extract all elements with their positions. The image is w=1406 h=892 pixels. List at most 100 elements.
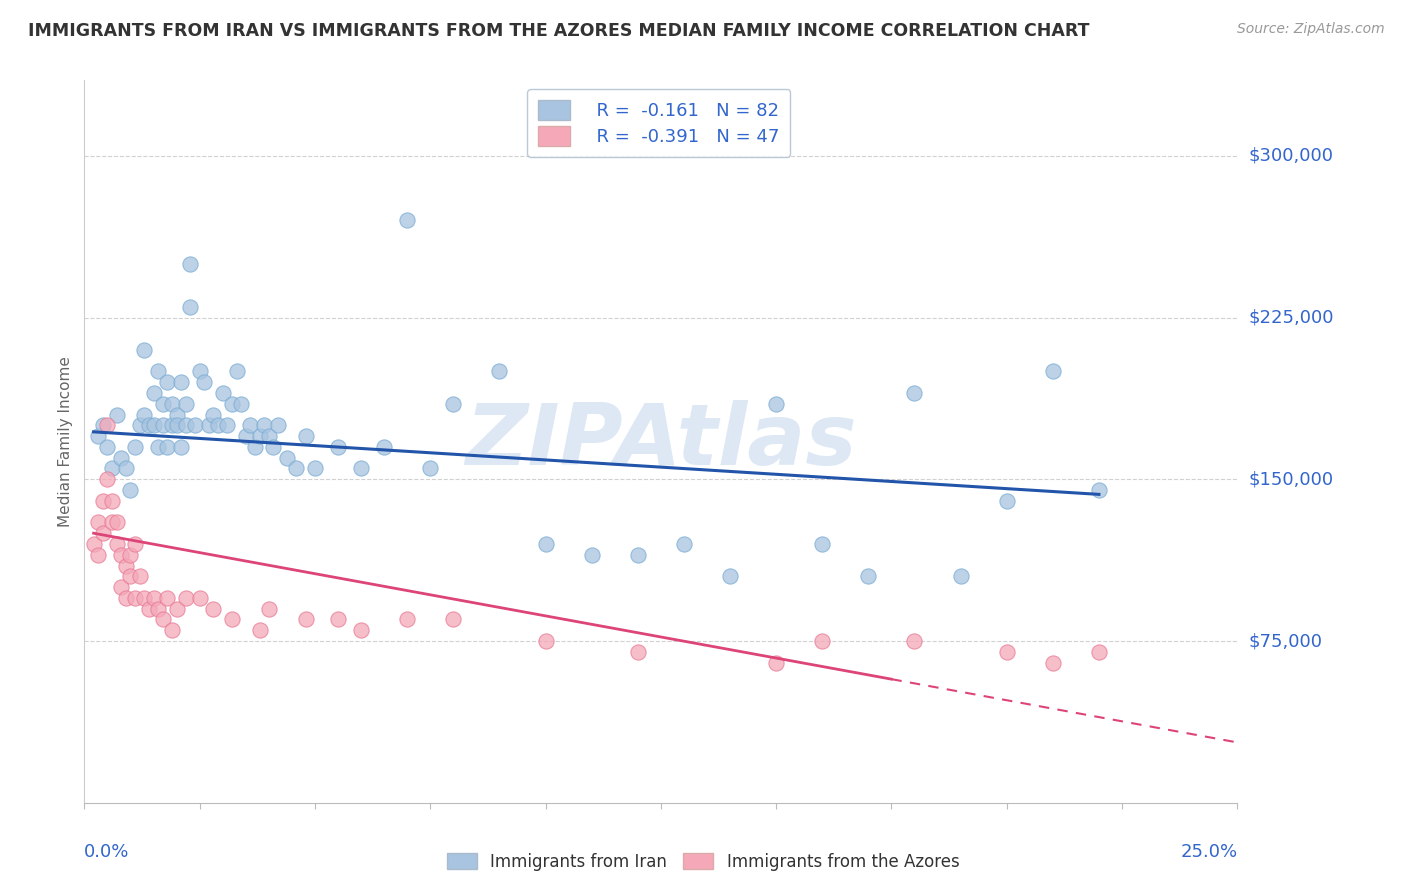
Point <box>138 601 160 615</box>
Point <box>249 429 271 443</box>
Point <box>285 461 308 475</box>
Point <box>83 537 105 551</box>
Point <box>124 591 146 605</box>
Point <box>949 569 972 583</box>
Point <box>179 257 201 271</box>
Point <box>326 612 349 626</box>
Point <box>110 548 132 562</box>
Point <box>166 601 188 615</box>
Point <box>221 612 243 626</box>
Point <box>184 418 207 433</box>
Point <box>1042 364 1064 378</box>
Point <box>211 386 233 401</box>
Point <box>146 364 169 378</box>
Point <box>294 612 316 626</box>
Point <box>581 548 603 562</box>
Text: 25.0%: 25.0% <box>1180 843 1237 861</box>
Point <box>124 537 146 551</box>
Point <box>202 408 225 422</box>
Point <box>174 591 197 605</box>
Point <box>91 526 114 541</box>
Point <box>87 429 110 443</box>
Y-axis label: Median Family Income: Median Family Income <box>58 356 73 527</box>
Point <box>373 440 395 454</box>
Point <box>858 569 880 583</box>
Point <box>134 408 156 422</box>
Point <box>160 418 183 433</box>
Point <box>134 591 156 605</box>
Point <box>235 429 257 443</box>
Point <box>146 601 169 615</box>
Point <box>1088 483 1111 497</box>
Point <box>811 634 834 648</box>
Point <box>441 397 464 411</box>
Point <box>142 418 165 433</box>
Point <box>91 493 114 508</box>
Point <box>262 440 284 454</box>
Point <box>160 397 183 411</box>
Legend:   R =  -0.161   N = 82,   R =  -0.391   N = 47: R = -0.161 N = 82, R = -0.391 N = 47 <box>527 89 790 157</box>
Point <box>110 450 132 465</box>
Point <box>142 591 165 605</box>
Point <box>672 537 695 551</box>
Point <box>124 440 146 454</box>
Point <box>396 612 419 626</box>
Point <box>207 418 229 433</box>
Point <box>257 429 280 443</box>
Point <box>765 656 787 670</box>
Point <box>105 537 128 551</box>
Point <box>488 364 510 378</box>
Point <box>231 397 253 411</box>
Point <box>115 461 138 475</box>
Point <box>152 612 174 626</box>
Point <box>134 343 156 357</box>
Point <box>188 591 211 605</box>
Point <box>96 472 118 486</box>
Point <box>995 645 1018 659</box>
Point <box>166 418 188 433</box>
Point <box>138 418 160 433</box>
Point <box>419 461 441 475</box>
Point <box>146 440 169 454</box>
Point <box>115 591 138 605</box>
Legend: Immigrants from Iran, Immigrants from the Azores: Immigrants from Iran, Immigrants from th… <box>439 845 967 880</box>
Point <box>115 558 138 573</box>
Point <box>179 300 201 314</box>
Point <box>96 440 118 454</box>
Point <box>903 386 925 401</box>
Point <box>765 397 787 411</box>
Point <box>202 601 225 615</box>
Point <box>239 418 262 433</box>
Point <box>304 461 326 475</box>
Point <box>903 634 925 648</box>
Point <box>811 537 834 551</box>
Point <box>243 440 266 454</box>
Point <box>350 461 373 475</box>
Point <box>105 408 128 422</box>
Point <box>156 440 179 454</box>
Point <box>441 612 464 626</box>
Point <box>120 569 142 583</box>
Text: $75,000: $75,000 <box>1249 632 1323 650</box>
Point <box>225 364 247 378</box>
Point <box>101 493 124 508</box>
Point <box>350 624 373 638</box>
Point <box>87 516 110 530</box>
Point <box>120 483 142 497</box>
Point <box>101 461 124 475</box>
Text: Source: ZipAtlas.com: Source: ZipAtlas.com <box>1237 22 1385 37</box>
Text: 0.0%: 0.0% <box>84 843 129 861</box>
Point <box>152 418 174 433</box>
Point <box>120 548 142 562</box>
Point <box>156 591 179 605</box>
Point <box>128 569 150 583</box>
Point <box>87 548 110 562</box>
Point <box>105 516 128 530</box>
Point <box>534 634 557 648</box>
Point <box>326 440 349 454</box>
Point <box>128 418 150 433</box>
Point <box>1042 656 1064 670</box>
Point <box>1088 645 1111 659</box>
Point <box>396 213 419 227</box>
Point <box>627 548 650 562</box>
